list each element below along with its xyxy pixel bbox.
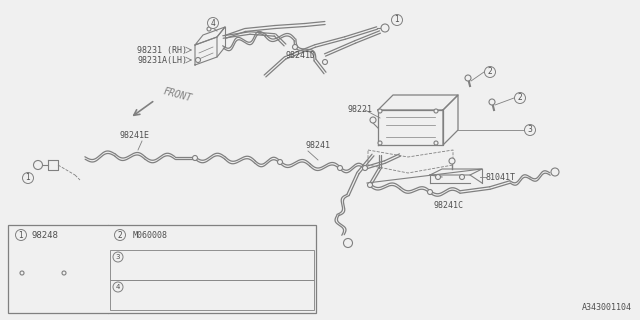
Text: 2: 2	[488, 68, 492, 76]
Text: Q860009: Q860009	[127, 268, 159, 276]
Circle shape	[428, 189, 433, 195]
Circle shape	[449, 158, 455, 164]
Text: (05MY0409-    ): (05MY0409- )	[212, 268, 282, 276]
Text: 4: 4	[211, 19, 216, 28]
Text: 98231A(LH): 98231A(LH)	[137, 55, 187, 65]
Circle shape	[193, 156, 198, 161]
Circle shape	[489, 99, 495, 105]
Circle shape	[378, 141, 382, 145]
Text: 3: 3	[527, 125, 532, 134]
Text: 3: 3	[116, 254, 120, 260]
Circle shape	[434, 109, 438, 113]
Circle shape	[434, 141, 438, 145]
Text: S048605203(1): S048605203(1)	[127, 252, 187, 261]
Text: 1: 1	[19, 230, 24, 239]
Circle shape	[15, 229, 26, 241]
Bar	[8, 225, 316, 313]
Text: 1: 1	[26, 173, 30, 182]
Bar	[110, 250, 314, 280]
Circle shape	[62, 271, 66, 275]
Text: 98241E: 98241E	[120, 131, 150, 140]
Text: FRONT: FRONT	[162, 86, 193, 104]
Text: 4: 4	[116, 284, 120, 290]
Bar	[110, 280, 314, 310]
Text: 98241: 98241	[305, 140, 330, 149]
Circle shape	[392, 14, 403, 26]
Bar	[130, 229, 185, 243]
Circle shape	[465, 75, 471, 81]
Circle shape	[195, 58, 200, 62]
Text: 98231 (RH): 98231 (RH)	[137, 45, 187, 54]
Text: 98248: 98248	[32, 230, 59, 239]
Text: 98241D: 98241D	[286, 51, 316, 60]
Text: (05MY-05MY0408): (05MY-05MY0408)	[212, 252, 282, 261]
Circle shape	[113, 252, 123, 262]
Text: M000277: M000277	[127, 283, 159, 292]
Circle shape	[381, 24, 389, 32]
Text: (05MY-05MY0501): (05MY-05MY0501)	[212, 283, 282, 292]
Circle shape	[115, 229, 125, 241]
Circle shape	[515, 92, 525, 103]
Text: 98221: 98221	[348, 106, 373, 115]
Circle shape	[525, 124, 536, 135]
Circle shape	[207, 27, 211, 31]
Circle shape	[370, 117, 376, 123]
Bar	[16, 267, 28, 281]
Circle shape	[22, 172, 33, 183]
Text: M000300: M000300	[127, 298, 159, 307]
Circle shape	[323, 60, 328, 65]
Text: M060008: M060008	[133, 231, 168, 241]
Circle shape	[278, 159, 282, 164]
Circle shape	[207, 18, 218, 28]
Text: 81041T: 81041T	[486, 172, 516, 181]
Text: A343001104: A343001104	[582, 303, 632, 312]
Circle shape	[33, 161, 42, 170]
Circle shape	[113, 282, 123, 292]
Circle shape	[367, 182, 372, 188]
Text: 2: 2	[518, 93, 522, 102]
Circle shape	[378, 109, 382, 113]
Text: 98241C: 98241C	[433, 201, 463, 210]
Circle shape	[460, 174, 465, 180]
Circle shape	[20, 271, 24, 275]
Text: (05MY0501-    ): (05MY0501- )	[212, 298, 282, 307]
Circle shape	[551, 168, 559, 176]
Text: 1: 1	[395, 15, 399, 25]
Bar	[26, 259, 68, 287]
Circle shape	[292, 44, 298, 50]
Circle shape	[362, 165, 367, 171]
Text: 2: 2	[118, 230, 122, 239]
Circle shape	[344, 238, 353, 247]
Circle shape	[484, 67, 495, 77]
Circle shape	[435, 174, 440, 180]
Circle shape	[337, 165, 342, 171]
